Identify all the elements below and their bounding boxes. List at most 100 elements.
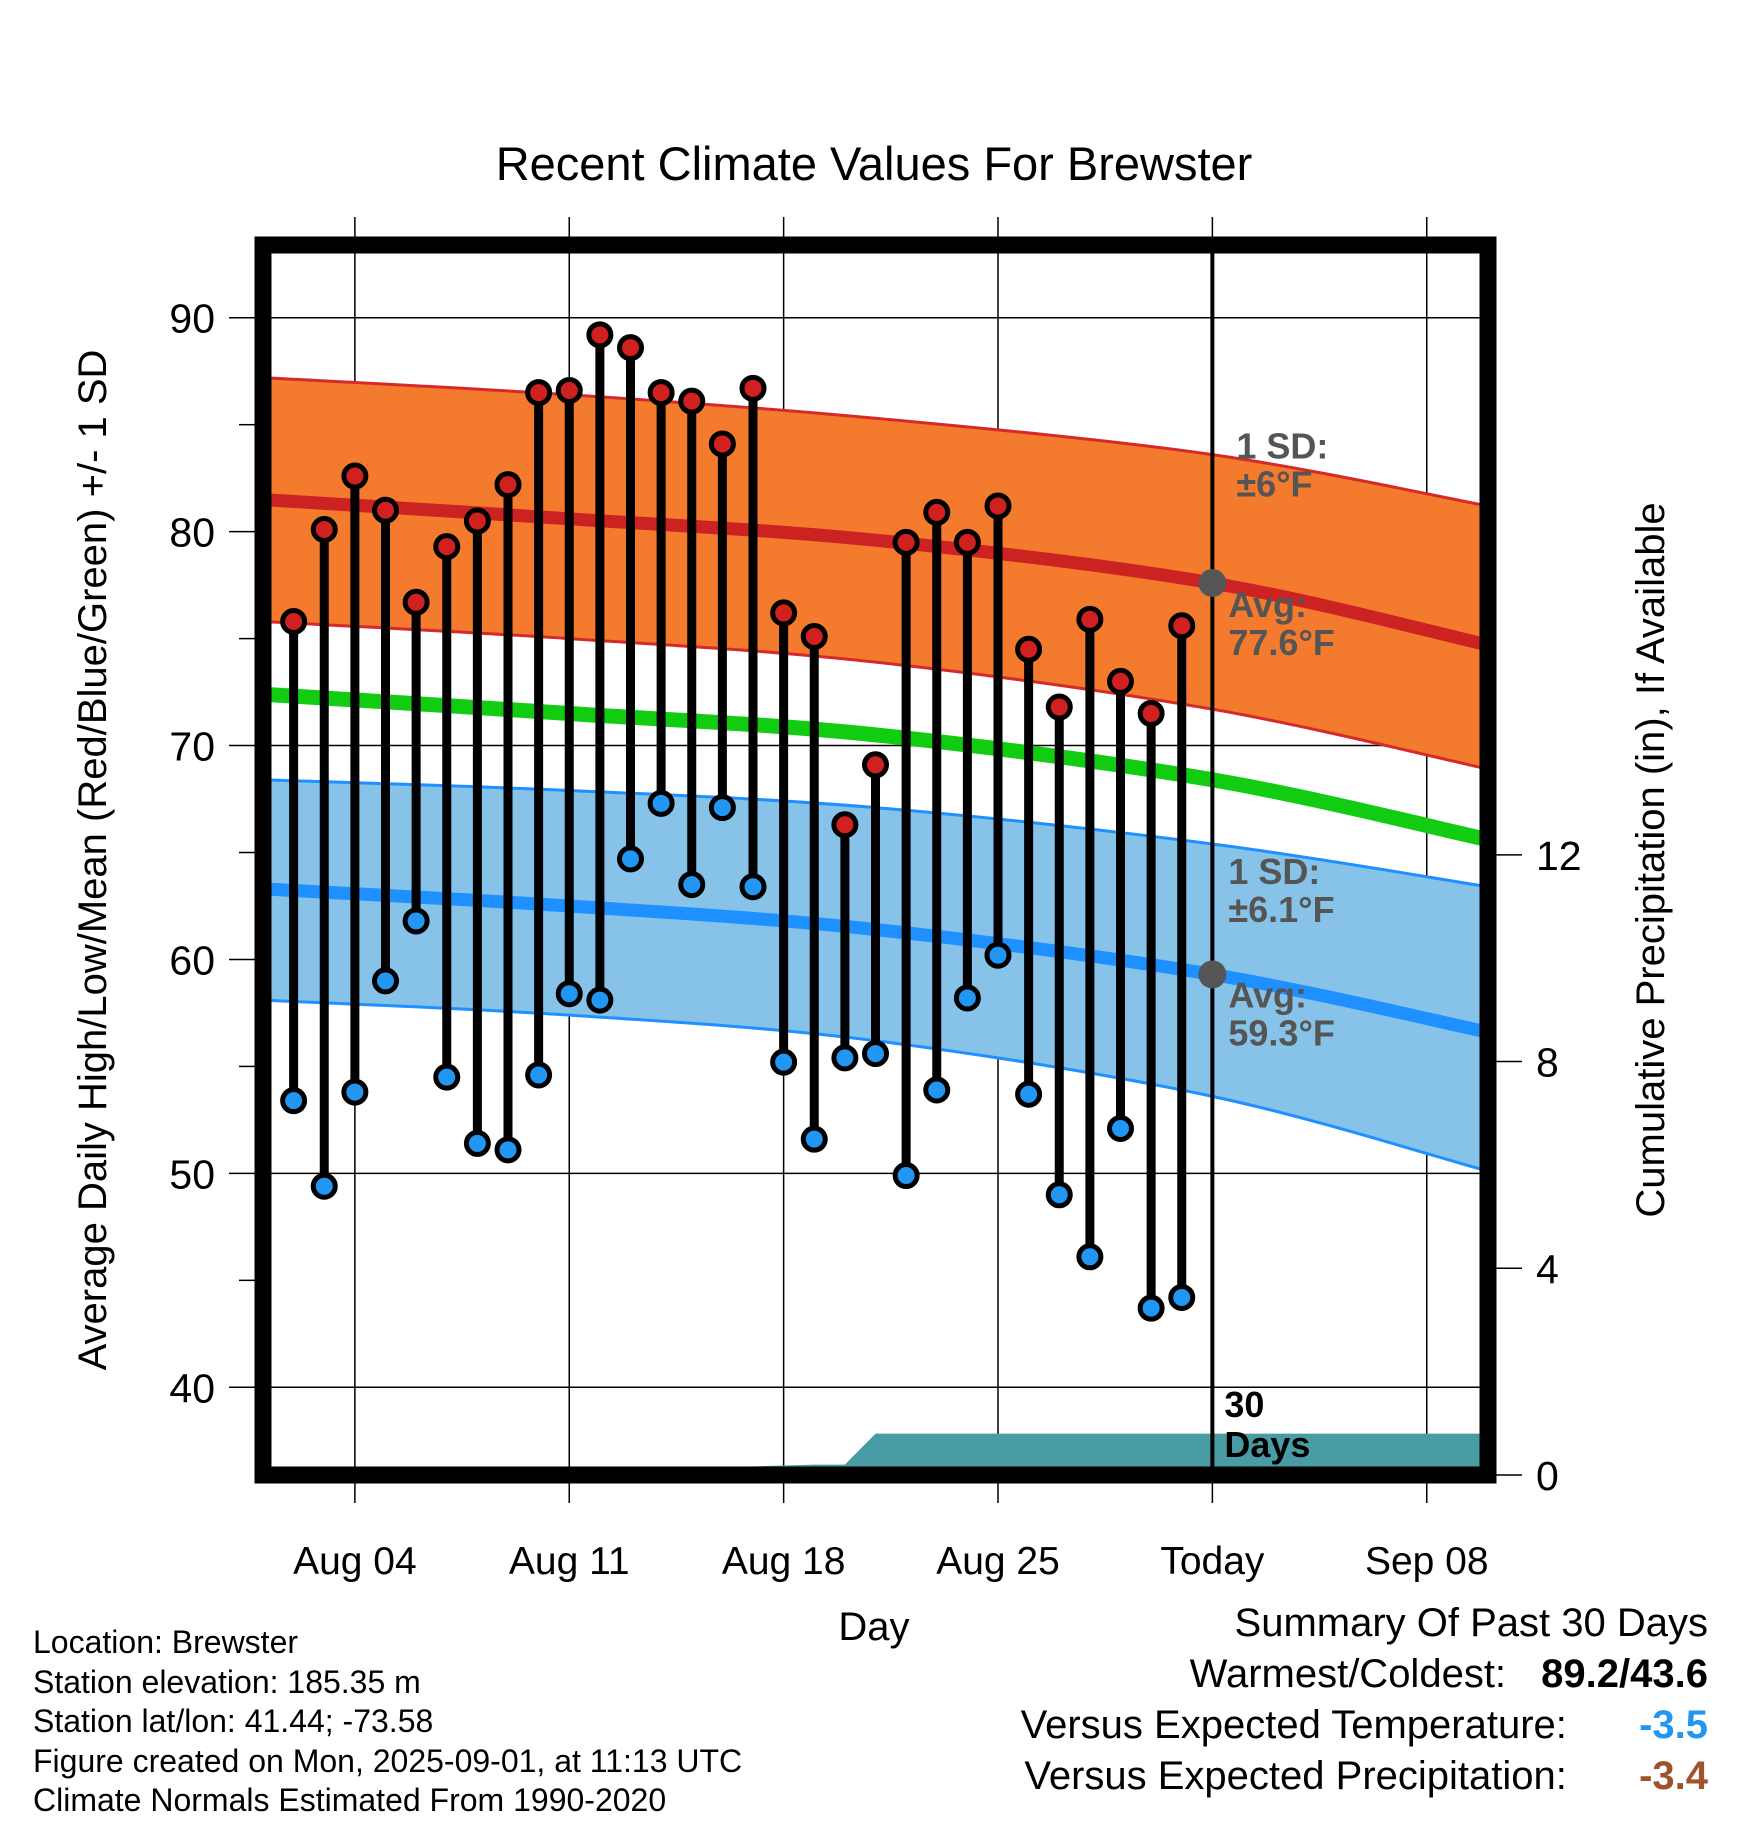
summary-warmest-value: 89.2/43.6: [1541, 1652, 1708, 1696]
daily-low-point: [617, 845, 644, 873]
y2-tick-label: 4: [1536, 1246, 1559, 1292]
summary-precip-value: -3.4: [1639, 1754, 1708, 1798]
footer-latlon: Station lat/lon: 41.44; -73.58: [33, 1703, 434, 1739]
annotation-high-sd-line2: ±6°F: [1236, 464, 1312, 505]
daily-low-point: [372, 967, 399, 995]
daily-high-point: [708, 430, 736, 458]
high-sd-lower-edge: [263, 619, 1488, 771]
footer-created: Figure created on Mon, 2025-09-01, at 11…: [33, 1742, 743, 1779]
daily-low-point: [770, 1048, 798, 1076]
high-avg-marker: [1198, 568, 1227, 597]
daily-high-point: [1137, 699, 1165, 727]
normal-mean-line: [263, 686, 1488, 848]
daily-high-point: [555, 376, 583, 404]
x-axis-title: Day: [838, 1605, 909, 1649]
chart-title: Recent Climate Values For Brewster: [496, 137, 1253, 190]
x-tick-label: Sep 08: [1365, 1540, 1489, 1583]
normal-high-line: [263, 493, 1488, 652]
x-tick-label: Aug 11: [509, 1540, 630, 1583]
annotation-low-sd-line1: 1 SD:: [1228, 851, 1320, 892]
footer-info: Location: Brewster Station elevation: 18…: [33, 1623, 742, 1821]
annotation-high-avg-line1: Avg:: [1228, 584, 1307, 625]
annotation-high-avg-line2: 77.6°F: [1228, 622, 1334, 663]
summary-warmest-label: Warmest/Coldest:: [1189, 1652, 1507, 1696]
daily-high-point: [770, 599, 798, 627]
y2-tick-label: 0: [1536, 1453, 1559, 1499]
y-tick-label: 60: [169, 937, 215, 983]
daily-low-point: [1137, 1294, 1165, 1322]
daily-high-point: [984, 492, 1012, 520]
daily-high-point: [463, 507, 491, 535]
footer-location: Location: Brewster: [33, 1624, 299, 1660]
daily-low-point: [984, 941, 1012, 969]
daily-high-point: [892, 528, 920, 556]
daily-low-point: [739, 873, 767, 901]
annotation-low-avg-line1: Avg:: [1228, 974, 1307, 1015]
y2-axis-title: Cumulative Precipitation (in), If Availa…: [1629, 502, 1673, 1217]
daily-high-point: [310, 516, 338, 544]
daily-low-point: [923, 1076, 951, 1104]
daily-low-point: [1076, 1243, 1104, 1271]
daily-low-point: [1168, 1283, 1196, 1311]
daily-high-point: [953, 528, 981, 556]
summary-temp-row: Versus Expected Temperature: -3.5: [1021, 1700, 1708, 1751]
daily-low-point: [1015, 1080, 1043, 1108]
y-axis-title: Average Daily High/Low/Mean (Red/Blue/Gr…: [71, 350, 115, 1371]
y-tick-label: 90: [169, 296, 215, 342]
annotation-window-line2: Days: [1224, 1424, 1310, 1465]
summary-precip-row: Versus Expected Precipitation: -3.4: [1021, 1751, 1708, 1802]
annotation-low-avg-line2: 59.3°F: [1228, 1012, 1334, 1053]
summary-panel: Summary Of Past 30 Days Warmest/Coldest:…: [1021, 1598, 1708, 1802]
x-tick-label: Aug 25: [936, 1540, 1060, 1583]
daily-high-point: [923, 498, 951, 526]
daily-high-point: [678, 387, 706, 415]
x-tick-label: Aug 18: [722, 1540, 846, 1583]
daily-low-point: [678, 871, 706, 899]
observed-series: [280, 321, 1196, 1322]
daily-high-point: [739, 374, 767, 402]
precip-area: [599, 1433, 1488, 1475]
axes: 40 50 60 70 80 90 0 4 8 12 Aug 04 Aug 11 Aug 18 Aug 2…: [71, 217, 1673, 1649]
daily-low-point: [708, 794, 736, 822]
daily-high-point: [280, 607, 308, 635]
high-sd-upper-edge: [263, 376, 1488, 508]
daily-high-point: [647, 379, 675, 407]
annotation-window-line1: 30: [1224, 1384, 1264, 1425]
y-tick-label: 80: [169, 510, 215, 556]
daily-low-point: [800, 1125, 828, 1153]
x-tick-label: Today: [1160, 1540, 1265, 1583]
x-tick-label: Aug 04: [293, 1540, 417, 1583]
daily-low-point: [463, 1129, 491, 1157]
daily-high-point: [800, 622, 828, 650]
summary-precip-label: Versus Expected Precipitation:: [1024, 1754, 1567, 1798]
daily-low-point: [555, 980, 583, 1008]
y-tick-label: 50: [169, 1151, 215, 1197]
daily-low-point: [433, 1063, 461, 1091]
daily-low-point: [1107, 1114, 1134, 1142]
daily-high-point: [1015, 635, 1043, 663]
daily-low-point: [341, 1078, 369, 1106]
daily-high-point: [862, 751, 889, 779]
daily-low-point: [862, 1040, 889, 1068]
daily-high-point: [617, 334, 644, 362]
daily-high-point: [1045, 693, 1073, 721]
daily-low-point: [1045, 1181, 1073, 1209]
daily-high-point: [494, 471, 522, 499]
summary-temp-value: -3.5: [1639, 1703, 1708, 1747]
daily-low-point: [310, 1172, 338, 1200]
daily-low-point: [953, 984, 981, 1012]
daily-high-point: [586, 321, 614, 349]
y2-tick-label: 8: [1536, 1040, 1559, 1086]
summary-warmest-row: Warmest/Coldest: 89.2/43.6: [1021, 1649, 1708, 1700]
daily-high-point: [525, 379, 553, 407]
daily-high-point: [831, 811, 859, 839]
footer-normals: Climate Normals Estimated From 1990-2020: [33, 1782, 667, 1818]
daily-low-point: [494, 1136, 522, 1164]
annotation-low-sd-line2: ±6.1°F: [1228, 889, 1334, 930]
daily-high-point: [341, 462, 369, 490]
summary-temp-label: Versus Expected Temperature:: [1020, 1703, 1567, 1747]
